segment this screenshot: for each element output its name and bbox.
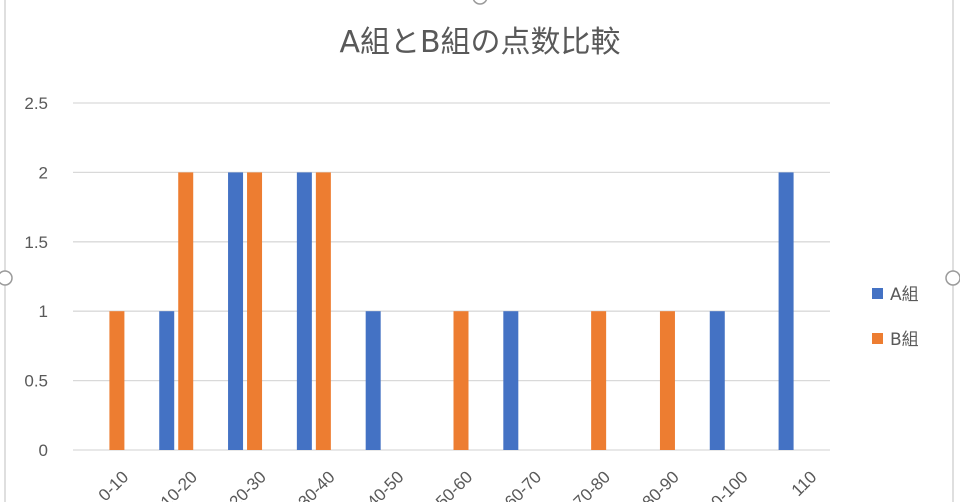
bar-series-b[interactable] — [453, 311, 469, 450]
x-tick-label: 80-90 — [639, 467, 683, 502]
resize-handle-top[interactable] — [472, 0, 488, 5]
bar-series-a[interactable] — [228, 172, 244, 450]
bar-series-b[interactable] — [247, 172, 263, 450]
y-tick-label: 0.5 — [24, 372, 48, 391]
bar-series-a[interactable] — [778, 172, 794, 450]
x-tick-label: 90-100 — [701, 467, 752, 502]
bar-series-b[interactable] — [315, 172, 331, 450]
resize-handle-left[interactable] — [0, 270, 13, 286]
x-tick-label: 10-20 — [157, 467, 201, 502]
legend-swatch-b — [872, 333, 883, 344]
x-tick-label: 50-60 — [432, 467, 476, 502]
x-tick-label: 60-70 — [501, 467, 545, 502]
y-tick-label: 0 — [39, 441, 48, 460]
legend-label-a: A組 — [890, 285, 919, 305]
legend-swatch-a — [872, 288, 883, 299]
y-axis: 0 0.5 1 1.5 2 2.5 — [24, 94, 48, 460]
bar-series-a[interactable] — [503, 311, 519, 450]
x-tick-label: 110 — [788, 467, 821, 500]
bar-series-a[interactable] — [709, 311, 725, 450]
chart-title: A組とB組の点数比較 — [339, 25, 620, 60]
legend-label-b: B組 — [890, 330, 919, 350]
x-tick-label: 20-30 — [226, 467, 270, 502]
bar-series-b[interactable] — [109, 311, 125, 450]
legend: A組 B組 — [872, 285, 919, 350]
y-tick-label: 1 — [39, 302, 48, 321]
bar-series-b[interactable] — [659, 311, 675, 450]
y-tick-label: 2.5 — [24, 94, 48, 113]
x-tick-label: 0-10 — [95, 467, 132, 502]
x-tick-label: 70-80 — [570, 467, 614, 502]
y-tick-label: 2 — [39, 163, 48, 182]
gridlines — [73, 102, 830, 451]
x-tick-label: 30-40 — [295, 467, 339, 502]
bar-series-a[interactable] — [296, 172, 312, 450]
bar-series-a[interactable] — [159, 311, 175, 450]
bar-series-a[interactable] — [365, 311, 381, 450]
bar-series-b[interactable] — [591, 311, 607, 450]
x-tick-label: 40-50 — [363, 467, 407, 502]
x-axis: 0-10 10-20 20-30 30-40 40-50 50-60 60-70 70-80 8… — [95, 467, 821, 502]
bars — [109, 172, 794, 450]
resize-handle-right[interactable] — [945, 270, 960, 286]
y-tick-label: 1.5 — [24, 233, 48, 252]
bar-series-b[interactable] — [178, 172, 194, 450]
